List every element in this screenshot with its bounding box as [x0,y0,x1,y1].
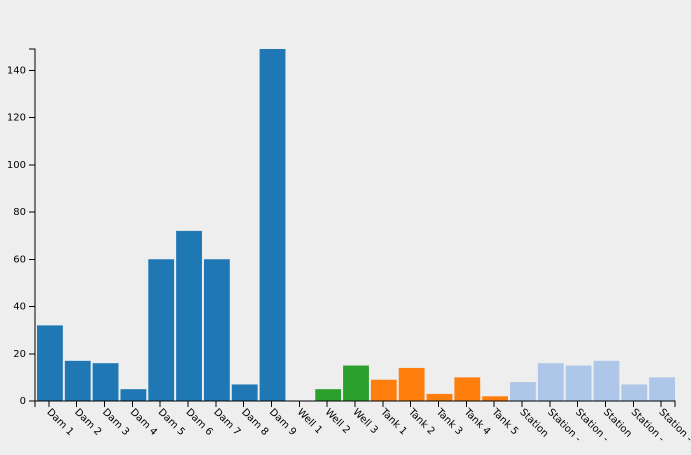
bar-11 [315,389,342,401]
y-tick-label-20: 20 [13,349,26,360]
y-tick-label-80: 80 [13,207,26,218]
x-tick-label-1: Dam 1 [44,407,75,438]
x-tick-label-18: Station [517,407,550,440]
plot-area [37,49,675,401]
x-tick-label-12: Well 3 [350,407,379,436]
x-tick-label-16: Tank 4 [461,406,492,437]
bar-3 [92,363,119,401]
bar-13 [370,379,397,401]
y-axis-line [29,48,36,402]
bar-14 [398,367,425,401]
bar-1 [37,325,63,401]
bar-8 [231,384,258,401]
bar-6 [176,230,202,401]
bar-4 [120,389,147,401]
x-tick-label-7: Dam 7 [211,407,242,438]
x-tick-label-8: Dam 8 [239,407,270,438]
x-tick-label-2: Dam 2 [72,407,103,438]
bar-9 [259,49,286,401]
bar-20 [565,365,592,401]
x-tick-label-6: Dam 6 [183,407,214,438]
x-tick-label-10: Well 1 [295,407,324,436]
y-tick-label-60: 60 [13,254,26,265]
y-tick-label-0: 0 [20,396,26,407]
y-tick-label-40: 40 [13,302,26,313]
bar-16 [454,377,481,401]
bar-12 [343,365,369,401]
x-tick-label-17: Tank 5 [489,406,520,437]
y-tick-label-140: 140 [7,65,26,76]
bar-15 [426,393,453,401]
bar-5 [148,259,175,401]
x-tick-label-14: Tank 2 [405,406,436,437]
bar-2 [64,360,91,401]
bar-18 [510,382,536,401]
x-tick-label-5: Dam 5 [156,407,187,438]
x-tick-label-9: Dam 9 [267,407,298,438]
x-tick-label-11: Well 2 [323,407,352,436]
bar-19 [537,363,564,401]
y-tick-label-120: 120 [7,113,26,124]
bar-7 [203,259,230,401]
bar-23 [649,377,675,401]
x-tick-label-3: Dam 3 [100,407,131,438]
y-tick-label-100: 100 [7,160,26,171]
bar-21 [593,360,620,401]
x-tick-label-13: Tank 1 [378,406,409,437]
y-axis: 0 20 40 60 80 100 120 140 [7,48,36,407]
bar-17 [482,396,509,401]
x-tick-label-4: Dam 4 [128,407,159,438]
bar-22 [621,384,648,401]
x-tick-label-15: Tank 3 [433,406,464,437]
